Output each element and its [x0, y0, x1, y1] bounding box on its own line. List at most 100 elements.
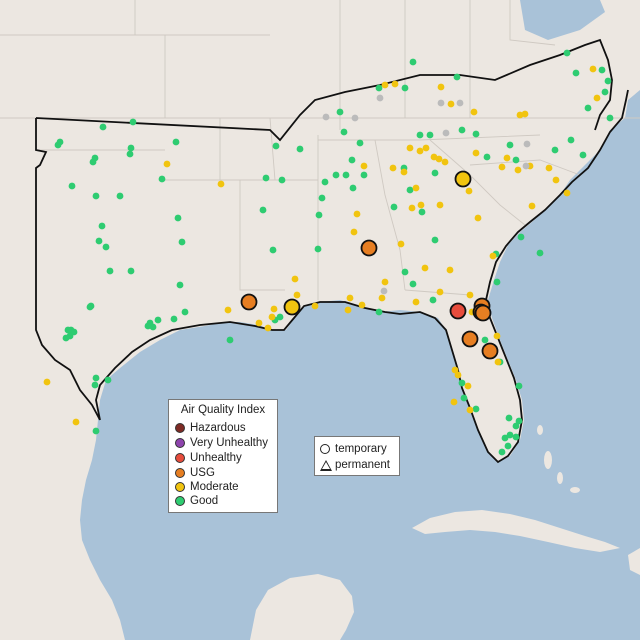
- monitor-point[interactable]: [417, 201, 425, 209]
- monitor-point[interactable]: [406, 186, 414, 194]
- monitor-point[interactable]: [563, 189, 571, 197]
- monitor-point[interactable]: [389, 164, 397, 172]
- monitor-point[interactable]: [431, 169, 439, 177]
- monitor-point[interactable]: [400, 168, 408, 176]
- monitor-point[interactable]: [416, 131, 424, 139]
- monitor-point[interactable]: [360, 162, 368, 170]
- monitor-point[interactable]: [293, 291, 301, 299]
- monitor-point[interactable]: [127, 144, 135, 152]
- monitor-point[interactable]: [264, 324, 272, 332]
- monitor-point[interactable]: [466, 291, 474, 299]
- monitor-point[interactable]: [226, 336, 234, 344]
- monitor-point[interactable]: [606, 114, 614, 122]
- monitor-point[interactable]: [416, 147, 424, 155]
- monitor-point[interactable]: [99, 123, 107, 131]
- monitor-point[interactable]: [521, 110, 529, 118]
- monitor-point[interactable]: [545, 164, 553, 172]
- monitor-point[interactable]: [255, 319, 263, 327]
- monitor-point[interactable]: [450, 398, 458, 406]
- monitor-point[interactable]: [291, 275, 299, 283]
- monitor-point[interactable]: [460, 394, 468, 402]
- monitor-point[interactable]: [536, 249, 544, 257]
- monitor-point[interactable]: [472, 405, 480, 413]
- monitor-point[interactable]: [104, 376, 112, 384]
- monitor-point[interactable]: [431, 236, 439, 244]
- monitor-point[interactable]: [321, 178, 329, 186]
- monitor-point[interactable]: [336, 108, 344, 116]
- monitor-point[interactable]: [296, 145, 304, 153]
- monitor-point[interactable]: [506, 141, 514, 149]
- monitor-point[interactable]: [501, 434, 509, 442]
- monitor-point[interactable]: [493, 278, 501, 286]
- monitor-point[interactable]: [224, 306, 232, 314]
- monitor-point[interactable]: [472, 130, 480, 138]
- monitor-point[interactable]: [268, 313, 276, 321]
- monitor-point-large[interactable]: [481, 342, 499, 360]
- monitor-point[interactable]: [464, 382, 472, 390]
- monitor-point[interactable]: [514, 166, 522, 174]
- monitor-point[interactable]: [318, 194, 326, 202]
- monitor-point[interactable]: [451, 366, 459, 374]
- monitor-point[interactable]: [412, 184, 420, 192]
- monitor-point[interactable]: [483, 153, 491, 161]
- monitor-point[interactable]: [278, 176, 286, 184]
- monitor-point[interactable]: [453, 73, 461, 81]
- monitor-point[interactable]: [437, 83, 445, 91]
- monitor-point[interactable]: [126, 150, 134, 158]
- monitor-point[interactable]: [401, 268, 409, 276]
- monitor-point-large[interactable]: [474, 304, 492, 322]
- monitor-point[interactable]: [517, 233, 525, 241]
- monitor-point[interactable]: [217, 180, 225, 188]
- monitor-point[interactable]: [441, 158, 449, 166]
- monitor-point[interactable]: [176, 281, 184, 289]
- monitor-point[interactable]: [390, 203, 398, 211]
- monitor-point[interactable]: [466, 406, 474, 414]
- monitor-point[interactable]: [572, 69, 580, 77]
- monitor-point[interactable]: [446, 266, 454, 274]
- monitor-point[interactable]: [378, 294, 386, 302]
- monitor-point[interactable]: [409, 280, 417, 288]
- monitor-point[interactable]: [116, 192, 124, 200]
- monitor-point[interactable]: [454, 371, 462, 379]
- monitor-point[interactable]: [360, 171, 368, 179]
- monitor-point[interactable]: [397, 240, 405, 248]
- monitor-point[interactable]: [401, 84, 409, 92]
- monitor-point[interactable]: [43, 378, 51, 386]
- monitor-point[interactable]: [380, 287, 388, 295]
- monitor-point[interactable]: [579, 151, 587, 159]
- monitor-point[interactable]: [342, 171, 350, 179]
- monitor-point[interactable]: [515, 417, 523, 425]
- monitor-point[interactable]: [346, 294, 354, 302]
- monitor-point-large[interactable]: [461, 330, 479, 348]
- monitor-point[interactable]: [332, 171, 340, 179]
- monitor-point[interactable]: [356, 139, 364, 147]
- monitor-point[interactable]: [584, 104, 592, 112]
- monitor-point[interactable]: [465, 187, 473, 195]
- monitor-point[interactable]: [512, 422, 520, 430]
- monitor-point[interactable]: [163, 160, 171, 168]
- monitor-point[interactable]: [172, 138, 180, 146]
- monitor-point[interactable]: [174, 214, 182, 222]
- monitor-point[interactable]: [272, 142, 280, 150]
- monitor-point[interactable]: [70, 328, 78, 336]
- monitor-point[interactable]: [350, 228, 358, 236]
- monitor-point[interactable]: [89, 158, 97, 166]
- monitor-point[interactable]: [442, 129, 450, 137]
- monitor-point[interactable]: [429, 296, 437, 304]
- monitor-point[interactable]: [426, 131, 434, 139]
- monitor-point[interactable]: [409, 58, 417, 66]
- monitor-point[interactable]: [503, 154, 511, 162]
- monitor-point[interactable]: [456, 99, 464, 107]
- monitor-point[interactable]: [349, 184, 357, 192]
- monitor-point[interactable]: [72, 418, 80, 426]
- monitor-point[interactable]: [315, 211, 323, 219]
- monitor-point[interactable]: [552, 176, 560, 184]
- monitor-point[interactable]: [106, 267, 114, 275]
- monitor-point[interactable]: [523, 140, 531, 148]
- monitor-point[interactable]: [567, 136, 575, 144]
- monitor-point[interactable]: [92, 192, 100, 200]
- monitor-point[interactable]: [381, 81, 389, 89]
- monitor-point[interactable]: [563, 49, 571, 57]
- monitor-point[interactable]: [436, 201, 444, 209]
- monitor-point[interactable]: [601, 88, 609, 96]
